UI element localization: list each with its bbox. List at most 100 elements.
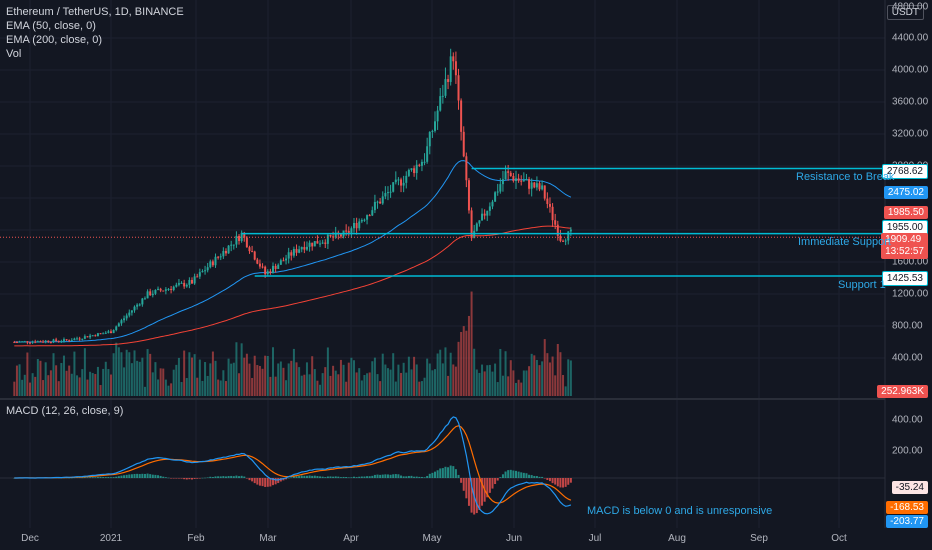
bar-countdown: 13:52:57: [885, 246, 924, 257]
candle-body: [470, 210, 473, 239]
volume-bar: [125, 349, 128, 396]
macd-histogram-bar: [504, 471, 507, 478]
macd-histogram-bar: [107, 477, 110, 478]
volume-bar: [279, 361, 282, 396]
macd-histogram-bar: [525, 473, 528, 478]
candle-body: [512, 176, 515, 181]
volume-bar: [138, 361, 141, 396]
candle-body: [483, 213, 486, 216]
support-resistance-levels[interactable]: [0, 167, 885, 277]
volume-bar: [347, 362, 350, 396]
volume-bar: [530, 353, 533, 396]
volume-bar: [117, 347, 120, 396]
candle-body: [488, 206, 491, 211]
volume-bar: [326, 347, 329, 396]
candle-body: [384, 193, 387, 197]
macd-histogram-bar: [164, 477, 167, 478]
macd-histogram-bar: [556, 478, 559, 487]
ema200-legend[interactable]: EMA (200, close, 0): [6, 34, 102, 46]
volume-bar: [386, 368, 389, 396]
volume-bar: [151, 372, 154, 396]
macd-histogram-bar: [102, 477, 105, 478]
macd-legend[interactable]: MACD (12, 26, close, 9): [6, 405, 124, 417]
macd-histogram-bar: [78, 477, 81, 479]
macd-histogram-bar: [214, 476, 217, 478]
volume-bar: [175, 364, 178, 396]
macd-histogram-bar: [402, 476, 405, 478]
macd-histogram-bar: [397, 474, 400, 478]
macd-histogram-bar: [447, 467, 450, 478]
volume-bar: [475, 369, 478, 396]
candle-body: [423, 161, 426, 163]
candle-body: [256, 259, 259, 264]
candle-body: [457, 75, 460, 101]
ema50-price-label: 2475.02: [883, 186, 928, 199]
macd-histogram-bar: [337, 476, 340, 478]
candle-body: [525, 179, 528, 181]
ema50-legend[interactable]: EMA (50, close, 0): [6, 20, 96, 32]
volume-bar: [384, 364, 387, 396]
volume-bar: [264, 355, 267, 396]
volume-bar: [277, 363, 280, 396]
macd-histogram-bar: [180, 478, 183, 479]
volume-bar: [496, 382, 499, 396]
macd-histogram-bar: [535, 476, 538, 478]
volume-bar: [559, 352, 562, 396]
macd-histogram-bar: [441, 468, 444, 478]
volume-bar: [261, 368, 264, 396]
resistance-annotation[interactable]: Resistance to Break: [796, 171, 895, 183]
candle-body: [125, 315, 128, 319]
volume-bar: [368, 372, 371, 396]
volume-bar: [538, 365, 541, 396]
volume-bar: [462, 326, 465, 396]
volume-bar: [358, 368, 361, 396]
symbol-legend[interactable]: Ethereum / TetherUS, 1D, BINANCE: [6, 6, 184, 18]
candle-body: [420, 161, 423, 166]
candle-body: [279, 260, 282, 265]
volume-bar: [313, 369, 316, 396]
macd-histogram-bar: [198, 478, 201, 479]
volume-bar: [107, 369, 110, 396]
macd-histogram-bar: [219, 476, 222, 478]
volume-bar: [133, 350, 136, 396]
candle-body: [507, 171, 510, 173]
currency-badge[interactable]: USDT: [886, 5, 924, 20]
candle-body: [316, 241, 319, 244]
macd-note-annotation[interactable]: MACD is below 0 and is unresponsive: [587, 505, 773, 517]
volume-bar: [258, 365, 261, 396]
macd-histogram-bar: [329, 476, 332, 478]
resistance-price-label: 2768.62: [881, 164, 928, 179]
candle-body: [177, 283, 180, 285]
volume-bar: [162, 368, 165, 396]
candle-body: [313, 241, 316, 247]
candle-body: [454, 61, 457, 76]
macd-histogram-bar: [559, 478, 562, 488]
candle-body: [115, 326, 118, 331]
volume-bar: [444, 347, 447, 396]
support1-annotation[interactable]: Support 1: [838, 279, 886, 291]
macd-histogram-bar: [339, 477, 342, 478]
macd-histogram-bar: [115, 476, 118, 478]
macd-histogram-bar: [407, 475, 410, 478]
candle-body: [91, 335, 94, 337]
volume-bar: [501, 375, 504, 396]
volume-bar: [217, 379, 220, 396]
macd-histogram-bar: [436, 470, 439, 478]
candle-body: [123, 318, 126, 321]
candle-body: [478, 220, 481, 224]
volume-bar: [240, 343, 243, 396]
candle-body: [133, 306, 136, 311]
time-tick: Dec: [21, 533, 39, 544]
macd-histogram-bar: [146, 473, 149, 478]
macd-histogram-bar: [227, 476, 230, 478]
macd-histogram-bar: [188, 478, 191, 480]
candle-body: [410, 168, 413, 170]
candle-body: [465, 156, 468, 181]
immediate-support-annotation[interactable]: Immediate Support: [798, 236, 891, 248]
volume-bar: [522, 370, 525, 396]
candle-body: [298, 249, 301, 253]
volume-legend[interactable]: Vol: [6, 48, 22, 60]
candle-body: [439, 96, 442, 111]
macd-histogram-bar: [501, 474, 504, 478]
